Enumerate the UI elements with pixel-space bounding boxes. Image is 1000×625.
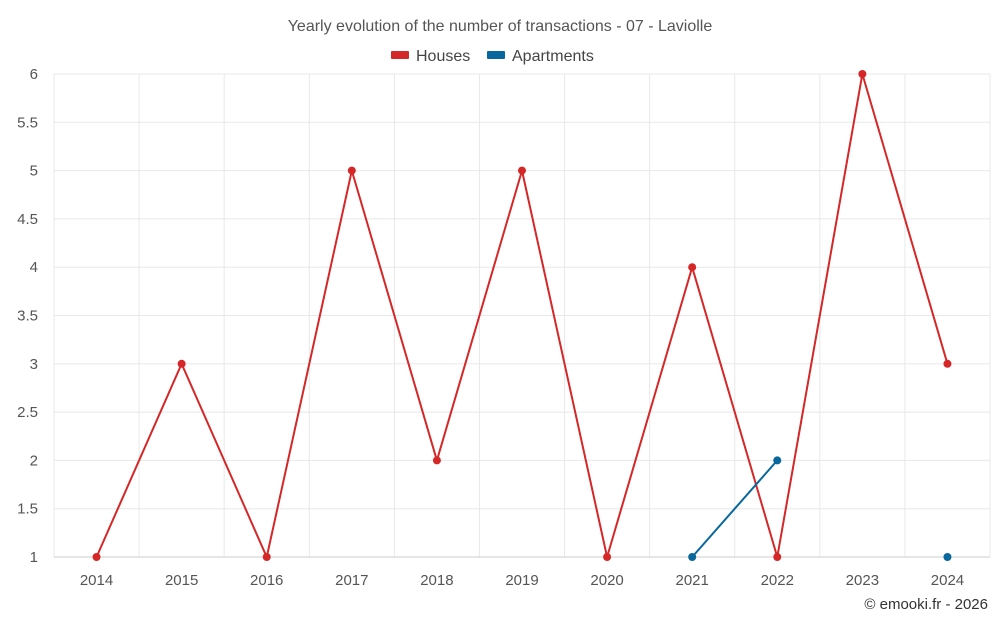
x-tick-label: 2016	[250, 572, 283, 589]
legend-swatch-apartments	[487, 51, 505, 59]
legend-label-apartments: Apartments	[512, 48, 594, 65]
series-apartments	[688, 456, 952, 561]
y-tick-label: 1	[30, 549, 38, 566]
series	[92, 70, 952, 561]
data-point-houses[interactable]	[688, 263, 697, 272]
series-houses	[92, 70, 952, 561]
legend-label-houses: Houses	[416, 48, 470, 65]
data-point-houses[interactable]	[432, 456, 441, 465]
data-point-houses[interactable]	[943, 359, 952, 368]
axes: 1 1.5 2 2.5 3 3.5 4 4.5 5 5.5 6 2014 2015 2016 2017 201…	[17, 66, 990, 589]
y-tick-label: 2	[30, 452, 38, 469]
legend-swatch-houses	[391, 51, 409, 59]
data-point-houses[interactable]	[177, 359, 186, 368]
data-point-houses[interactable]	[262, 553, 271, 561]
legend-item-apartments[interactable]: Apartments	[487, 48, 594, 65]
legend-item-houses[interactable]: Houses	[391, 48, 470, 65]
data-point-houses[interactable]	[858, 70, 867, 78]
y-tick-label: 5.5	[17, 114, 38, 131]
x-tick-label: 2014	[80, 572, 113, 589]
x-tick-label: 2021	[675, 572, 708, 589]
data-point-apartments[interactable]	[688, 553, 697, 561]
y-tick-label: 4.5	[17, 211, 38, 228]
x-tick-label: 2022	[761, 572, 794, 589]
y-tick-label: 4	[30, 259, 38, 276]
y-tick-label: 1.5	[17, 501, 38, 518]
series-line-apartments	[691, 459, 779, 558]
data-point-houses[interactable]	[518, 166, 526, 175]
data-point-houses[interactable]	[603, 553, 612, 561]
data-point-houses[interactable]	[92, 553, 101, 561]
chart-title: Yearly evolution of the number of transa…	[288, 18, 713, 35]
y-tick-label: 3	[30, 356, 38, 373]
data-point-apartments[interactable]	[773, 456, 782, 465]
data-point-houses[interactable]	[347, 166, 356, 175]
x-tick-label: 2023	[846, 572, 879, 589]
y-tick-label: 2.5	[17, 404, 38, 421]
x-tick-label: 2020	[590, 572, 623, 589]
y-tick-label: 3.5	[17, 308, 38, 325]
y-tick-label: 5	[30, 163, 38, 180]
data-point-houses[interactable]	[773, 553, 782, 561]
x-tick-label: 2024	[931, 572, 964, 589]
credit-text: © emooki.fr - 2026	[864, 596, 988, 613]
data-point-apartments[interactable]	[943, 553, 952, 561]
y-tick-label: 6	[30, 66, 38, 83]
x-tick-label: 2015	[165, 572, 198, 589]
x-tick-label: 2018	[420, 572, 453, 589]
legend: Houses Apartments	[391, 48, 594, 65]
x-tick-label: 2017	[335, 572, 368, 589]
x-tick-label: 2019	[505, 572, 538, 589]
